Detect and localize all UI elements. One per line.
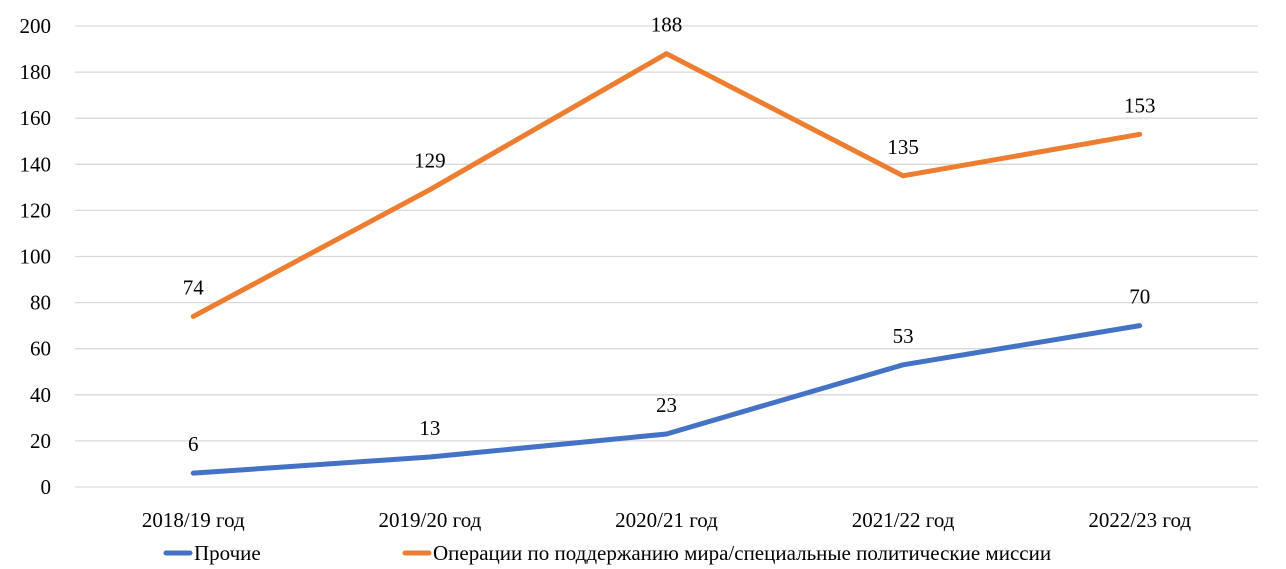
- data-label: 129: [414, 149, 446, 173]
- y-tick-label: 20: [30, 429, 51, 453]
- data-label: 188: [651, 13, 683, 37]
- series-line-1: [190, 323, 1143, 476]
- x-tick-label: 2018/19 год: [142, 508, 245, 532]
- y-tick-label: 0: [41, 475, 52, 499]
- data-label: 6: [188, 432, 199, 456]
- data-label: 74: [183, 275, 205, 299]
- y-tick-label: 100: [20, 245, 52, 269]
- legend-label: Прочие: [194, 541, 261, 565]
- data-label: 135: [887, 135, 919, 159]
- data-label: 23: [656, 393, 677, 417]
- data-label: 153: [1124, 93, 1156, 117]
- data-labels: 6 13 23 53 70 74 129 188 135 153: [183, 13, 1156, 457]
- y-tick-label: 160: [20, 106, 52, 130]
- legend: Прочие Операции по поддержанию мира/специ…: [163, 541, 1051, 565]
- y-tick-label: 40: [30, 383, 51, 407]
- y-tick-label: 140: [20, 152, 52, 176]
- gridlines: [75, 25, 1258, 488]
- y-tick-label: 120: [20, 198, 52, 222]
- y-tick-label: 60: [30, 337, 51, 361]
- y-tick-label: 80: [30, 291, 51, 315]
- series-line-2: [190, 51, 1143, 319]
- data-label: 13: [419, 416, 440, 440]
- y-tick-label: 200: [20, 14, 52, 38]
- series-lines: [190, 51, 1143, 476]
- legend-item: Операции по поддержанию мира/специальные…: [402, 541, 1051, 565]
- y-axis-tick-labels: 0 20 40 60 80 100 120 140 160 180 200: [20, 14, 52, 499]
- x-axis-tick-labels: 2018/19 год 2019/20 год 2020/21 год 2021/22…: [142, 508, 1191, 532]
- y-tick-label: 180: [20, 60, 52, 84]
- data-label: 70: [1129, 285, 1150, 309]
- x-tick-label: 2020/21 год: [615, 508, 718, 532]
- x-tick-label: 2021/22 год: [852, 508, 955, 532]
- legend-item: Прочие: [163, 541, 261, 565]
- x-tick-label: 2022/23 год: [1088, 508, 1191, 532]
- legend-label: Операции по поддержанию мира/специальные…: [433, 541, 1051, 565]
- data-label: 53: [893, 324, 914, 348]
- x-tick-label: 2019/20 год: [379, 508, 482, 532]
